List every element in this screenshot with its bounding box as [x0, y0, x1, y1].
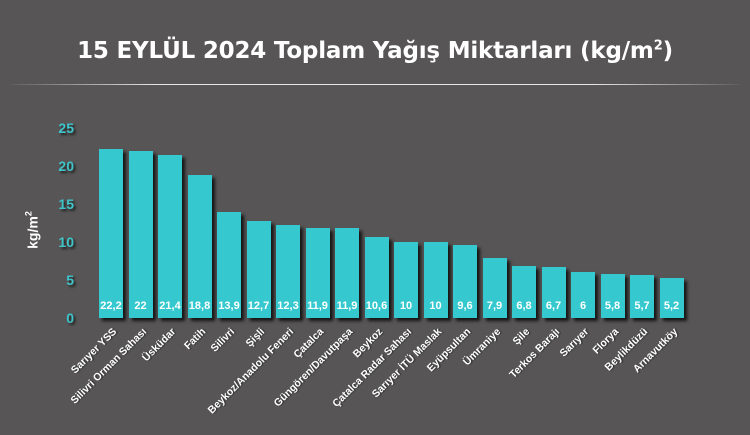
title-divider [10, 84, 740, 85]
bar-value-label: 11,9 [307, 299, 328, 312]
bar-value-label: 10 [399, 300, 413, 312]
bar-value-label: 5,8 [604, 299, 621, 312]
bar: 18,8 [187, 175, 212, 318]
x-category-label: Fatih [181, 325, 208, 352]
bar-value-label: 22,2 [100, 299, 122, 312]
bar: 11,9 [305, 227, 330, 318]
y-tick-label: 0 [66, 310, 74, 326]
bar-value-label: 13,9 [218, 299, 240, 312]
bar: 22,2 [99, 149, 123, 318]
y-tick-label: 20 [58, 158, 74, 174]
bar-value-label: 7,9 [486, 299, 503, 312]
bar: 9,6 [453, 245, 477, 318]
bar: 5,2 [659, 278, 684, 318]
y-tick-label: 25 [58, 120, 74, 136]
x-category-label: Şile [510, 325, 533, 348]
bar: 10 [423, 242, 448, 318]
x-category-label: Sarıyer [557, 325, 592, 360]
bar-value-label: 21,4 [159, 299, 181, 312]
bar-value-label: 11,9 [336, 299, 358, 312]
bar: 11,9 [335, 227, 359, 318]
bar: 21,4 [158, 155, 182, 318]
bar: 12,7 [246, 221, 271, 318]
y-tick-label: 10 [58, 234, 74, 250]
bar: 6 [571, 272, 595, 318]
bar: 7,9 [482, 257, 507, 318]
y-tick-label: 15 [58, 196, 74, 212]
bar-value-label: 5,7 [634, 299, 650, 312]
bar-value-label: 6 [579, 299, 587, 312]
y-tick-label: 5 [66, 272, 74, 288]
bar-value-label: 5,2 [663, 299, 680, 312]
x-category-label: Şişli [242, 325, 267, 350]
bar-value-label: 6,7 [545, 299, 562, 312]
bar: 22 [128, 150, 153, 318]
bar-value-label: 6,8 [516, 299, 532, 312]
bar-value-label: 18,8 [188, 299, 211, 312]
chart-title: 15 EYLÜL 2024 Toplam Yağış Miktarları (k… [77, 38, 673, 64]
bar: 6,7 [541, 267, 566, 318]
bar: 5,7 [630, 274, 654, 318]
bar: 10 [394, 242, 418, 318]
bar-value-label: 9,6 [457, 299, 473, 312]
bar-value-label: 12,3 [277, 299, 299, 312]
bar: 12,3 [276, 224, 300, 318]
bar: 6,8 [512, 266, 536, 318]
x-category-label: Silivri [208, 325, 238, 355]
bar-value-label: 22 [134, 299, 147, 312]
bar-value-label: 10,6 [365, 299, 388, 312]
bar-value-label: 10 [429, 300, 442, 312]
bar: 5,8 [600, 273, 625, 318]
bar: 13,9 [217, 212, 241, 318]
bar-value-label: 12,7 [247, 299, 270, 312]
bar: 10,6 [364, 237, 389, 318]
